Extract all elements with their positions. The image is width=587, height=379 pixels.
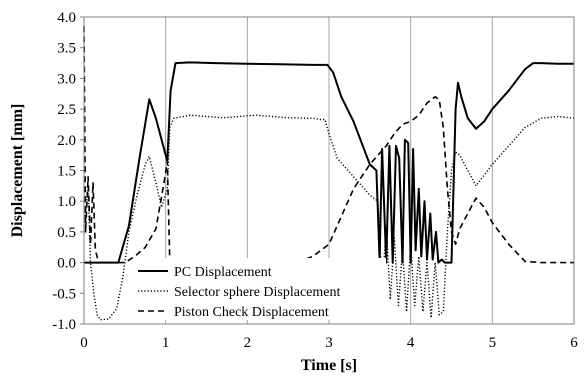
y-tick-label-6: 2.0: [57, 133, 76, 149]
x-axis-ticks: 0 1 2 3 4 5 6: [80, 335, 578, 351]
legend-label-0: PC Displacement: [174, 265, 272, 280]
y-tick-label-8: 3.0: [57, 71, 76, 87]
x-tick-label-5: 5: [489, 335, 497, 351]
x-axis-title: Time [s]: [301, 357, 357, 374]
series-line-1: [83, 114, 575, 321]
legend-label-2: Piston Check Displacement: [174, 305, 329, 320]
y-tick-label-1: -0.5: [52, 286, 76, 302]
y-tick-label-5: 1.5: [57, 164, 76, 180]
legend-background: [134, 258, 386, 320]
x-tick-label-6: 6: [570, 335, 578, 351]
series-line-0: [84, 61, 574, 264]
legend-label-1: Selector sphere Displacement: [174, 285, 340, 300]
legend: PC Displacement Selector sphere Displacem…: [134, 258, 386, 320]
y-tick-label-9: 3.5: [57, 41, 76, 57]
y-tick-label-2: 0.0: [57, 256, 76, 272]
y-axis-ticks: -1.0 -0.5 0.0 0.5 1.0 1.5 2.0 2.5 3.0 3.5 4.0: [52, 10, 84, 333]
x-tick-label-3: 3: [325, 335, 333, 351]
x-tick-label-0: 0: [80, 335, 88, 351]
y-axis-title: Displacement [mm]: [9, 104, 26, 238]
series-lines: [83, 26, 575, 321]
x-tick-label-1: 1: [162, 335, 170, 351]
x-tick-label-4: 4: [407, 335, 415, 351]
y-tick-label-0: -1.0: [52, 317, 76, 333]
y-tick-label-3: 0.5: [57, 225, 76, 241]
x-tick-label-2: 2: [244, 335, 252, 351]
y-tick-label-4: 1.0: [57, 194, 76, 210]
y-tick-label-7: 2.5: [57, 102, 76, 118]
y-tick-label-10: 4.0: [57, 10, 76, 26]
